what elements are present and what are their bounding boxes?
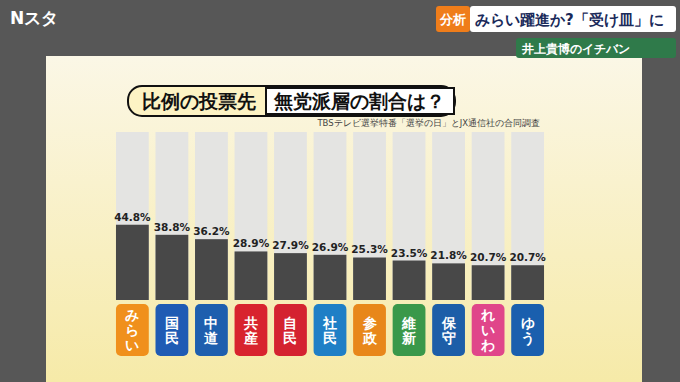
data-label: 28.9% xyxy=(233,237,270,249)
board xyxy=(46,56,642,382)
category-char: 保 xyxy=(441,315,457,331)
bar xyxy=(195,239,228,300)
category-box xyxy=(393,304,426,356)
bar xyxy=(235,251,268,300)
category-box xyxy=(353,304,386,356)
category-char: 産 xyxy=(243,330,258,346)
range-column xyxy=(393,132,426,300)
category-char: 中 xyxy=(204,315,218,331)
data-labels: 44.8%38.8%36.2%28.9%27.9%26.9%25.3%23.5%… xyxy=(114,211,546,263)
data-label: 38.8% xyxy=(154,221,191,233)
category-box xyxy=(511,304,544,356)
chart-root: Nスタ 分析みらい躍進か?「受け皿」に井上貴博のイチバン比例の投票先無党派層の割合… xyxy=(0,0,680,382)
subtitle-box xyxy=(266,88,454,114)
category-char: わ xyxy=(480,337,495,353)
category-label: れいわ xyxy=(480,307,495,353)
category-char: 政 xyxy=(362,330,378,346)
category-label: 社民 xyxy=(322,315,337,346)
range-column xyxy=(511,132,544,300)
category-char: 道 xyxy=(203,330,219,346)
category-char: う xyxy=(521,330,535,347)
range-column xyxy=(195,132,228,300)
category-box xyxy=(195,304,228,356)
category-box xyxy=(116,304,149,356)
bar xyxy=(511,265,544,300)
bar xyxy=(156,235,189,300)
category-char: 共 xyxy=(243,315,258,331)
studio-background xyxy=(0,0,680,382)
category-char: 自 xyxy=(283,315,297,331)
bar xyxy=(353,257,386,300)
range-column xyxy=(274,132,307,300)
category-char: 民 xyxy=(165,330,179,346)
category-label: 中道 xyxy=(203,315,219,346)
range-column xyxy=(235,132,268,300)
category-labels: みらい国民中道共産自民社民参政維新保守れいわゆう xyxy=(116,304,544,356)
chart-title: 比例の投票先 xyxy=(142,90,256,112)
bar xyxy=(472,265,505,300)
headline-box xyxy=(470,6,676,32)
category-char: 国 xyxy=(165,315,179,331)
data-label: 26.9% xyxy=(312,241,349,253)
category-char: 民 xyxy=(283,330,297,346)
corner-title: 井上貴博のイチバン xyxy=(521,42,630,56)
tag: 分析 xyxy=(439,12,466,27)
category-char: い xyxy=(481,322,495,338)
bar xyxy=(314,255,347,300)
category-char: 民 xyxy=(323,330,337,346)
bar xyxy=(432,263,465,300)
category-box xyxy=(314,304,347,356)
range-column xyxy=(156,132,189,300)
range-column xyxy=(353,132,386,300)
category-box xyxy=(235,304,268,356)
category-box xyxy=(156,304,189,356)
category-label: 国民 xyxy=(165,315,179,346)
data-label: 20.7% xyxy=(470,251,507,263)
bar xyxy=(274,253,307,300)
category-char: れ xyxy=(480,307,495,323)
category-label: みらい xyxy=(125,307,139,353)
range-column xyxy=(432,132,465,300)
category-char: 新 xyxy=(401,330,416,346)
category-label: 保守 xyxy=(441,315,457,346)
tag-box xyxy=(436,6,470,32)
data-label: 44.8% xyxy=(114,211,151,223)
category-label: 参政 xyxy=(362,315,378,346)
category-char: 守 xyxy=(442,330,456,346)
range-column xyxy=(314,132,347,300)
category-label: 自民 xyxy=(283,315,297,346)
bar xyxy=(393,261,426,300)
data-label: 23.5% xyxy=(391,247,428,259)
logo: Nスタ xyxy=(10,8,58,28)
category-char: い xyxy=(125,337,139,353)
category-box xyxy=(274,304,307,356)
data-label: 25.3% xyxy=(351,243,388,255)
plot-area xyxy=(116,132,544,300)
category-char: ゆ xyxy=(521,315,535,331)
category-char: 維 xyxy=(401,315,416,331)
data-label: 20.7% xyxy=(509,251,546,263)
corner-box xyxy=(516,38,676,58)
range-column xyxy=(472,132,505,300)
chart-subtitle: 無党派層の割合は？ xyxy=(273,90,445,112)
category-char: 社 xyxy=(322,315,337,331)
title-pill xyxy=(128,86,455,116)
category-box xyxy=(472,304,505,356)
data-label: 21.8% xyxy=(430,249,467,261)
headline: みらい躍進か?「受け皿」に xyxy=(475,11,664,29)
category-char: み xyxy=(125,307,139,323)
category-label: ゆう xyxy=(521,315,535,347)
category-box xyxy=(432,304,465,356)
category-label: 維新 xyxy=(401,315,416,346)
data-label: 27.9% xyxy=(272,239,309,251)
source-note: TBSテレビ選挙特番「選挙の日」とJX通信社の合同調査 xyxy=(316,118,540,128)
category-char: ら xyxy=(125,322,139,338)
data-label: 36.2% xyxy=(193,225,230,237)
bar xyxy=(116,225,149,300)
category-char: 参 xyxy=(362,315,377,331)
category-label: 共産 xyxy=(243,315,258,346)
